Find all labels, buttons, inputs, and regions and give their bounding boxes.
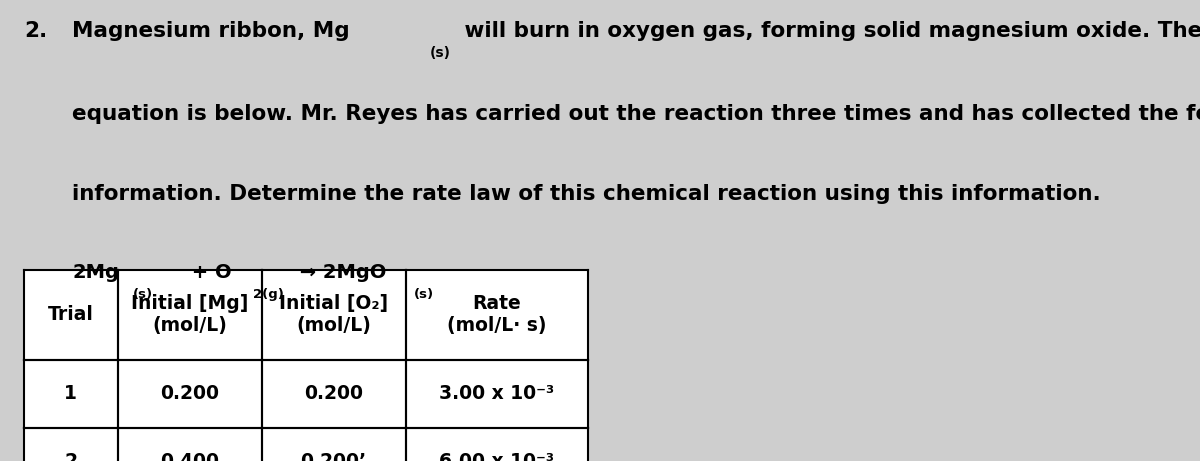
Text: Initial [Mg]
(mol/L): Initial [Mg] (mol/L) — [131, 294, 248, 335]
Text: 2Mg: 2Mg — [72, 263, 119, 282]
Text: + O: + O — [158, 263, 232, 282]
Text: Initial [O₂]
(mol/L): Initial [O₂] (mol/L) — [280, 294, 388, 335]
Text: will burn in oxygen gas, forming solid magnesium oxide. The balanced chemical: will burn in oxygen gas, forming solid m… — [457, 21, 1200, 41]
Text: 2: 2 — [65, 452, 77, 461]
Text: 0.200: 0.200 — [160, 384, 220, 403]
Text: (s): (s) — [431, 46, 451, 60]
Text: 1: 1 — [65, 384, 77, 403]
Text: Trial: Trial — [48, 305, 94, 324]
Text: 0.200: 0.200 — [304, 384, 364, 403]
Text: 3.00 x 10⁻³: 3.00 x 10⁻³ — [439, 384, 554, 403]
Text: (s): (s) — [132, 288, 152, 301]
Bar — [24, 428, 118, 461]
Bar — [24, 360, 118, 428]
Bar — [24, 270, 118, 360]
Text: 2(g): 2(g) — [253, 288, 284, 301]
Text: equation is below. Mr. Reyes has carried out the reaction three times and has co: equation is below. Mr. Reyes has carried… — [72, 104, 1200, 124]
Text: information. Determine the rate law of this chemical reaction using this informa: information. Determine the rate law of t… — [72, 184, 1100, 204]
Text: → 2MgO: → 2MgO — [293, 263, 386, 282]
Text: Magnesium ribbon, Mg: Magnesium ribbon, Mg — [72, 21, 349, 41]
Text: Rate
(mol/L· s): Rate (mol/L· s) — [448, 294, 546, 335]
Text: 6.00 x 10⁻³: 6.00 x 10⁻³ — [439, 452, 554, 461]
Text: 0.200ʼ: 0.200ʼ — [300, 452, 367, 461]
Text: (s): (s) — [414, 288, 434, 301]
Text: 0.400: 0.400 — [160, 452, 220, 461]
Text: 2.: 2. — [24, 21, 47, 41]
